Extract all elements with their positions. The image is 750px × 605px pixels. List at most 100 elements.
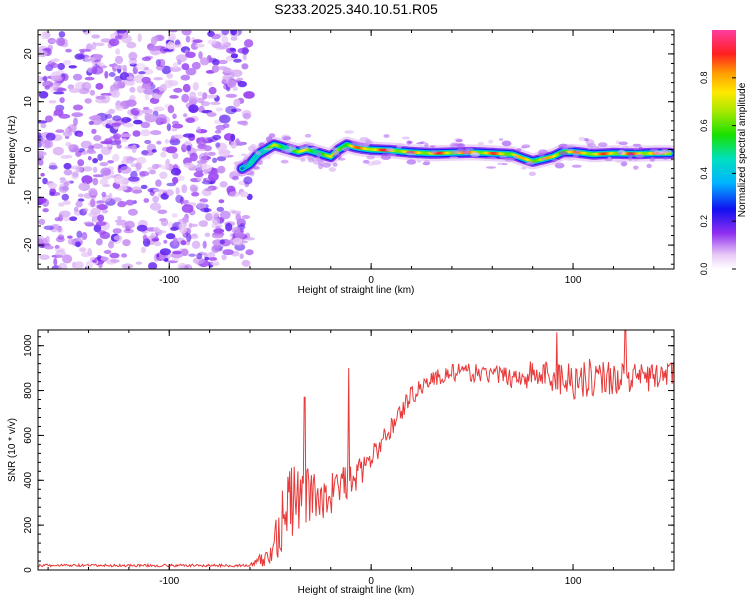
noise-blob	[207, 137, 218, 142]
ridge-halo-blob	[264, 148, 273, 150]
noise-blob	[175, 195, 183, 203]
noise-blob	[192, 233, 198, 237]
ridge-halo-blob	[281, 149, 286, 152]
noise-blob	[176, 54, 187, 62]
noise-blob	[196, 163, 202, 172]
noise-blob	[111, 123, 121, 127]
noise-blob	[110, 259, 120, 262]
noise-blob	[186, 68, 197, 75]
noise-blob	[181, 75, 191, 81]
ridge-halo-blob	[258, 160, 263, 165]
noise-blob	[109, 72, 116, 77]
ridge-halo-blob	[450, 142, 460, 147]
noise-blob	[96, 238, 103, 245]
noise-blob	[242, 215, 250, 219]
ridge-halo-blob	[266, 136, 272, 142]
noise-blob	[112, 115, 121, 121]
noise-blob	[59, 177, 65, 181]
noise-blob	[121, 138, 128, 142]
ridge-halo-blob	[646, 164, 651, 168]
ridge-halo-blob	[385, 148, 393, 152]
ridge-halo-blob	[579, 137, 585, 142]
noise-blob	[111, 90, 120, 98]
noise-blob	[55, 250, 66, 258]
noise-blob	[117, 216, 122, 220]
noise-blob	[172, 124, 183, 129]
noise-blob	[49, 191, 55, 196]
ridge-halo-blob	[281, 160, 289, 164]
bottom-plot-frame	[38, 330, 674, 570]
noise-blob	[35, 151, 47, 156]
ridge-halo-blob	[516, 148, 521, 151]
noise-blob	[198, 51, 203, 59]
ridge-halo-blob	[342, 147, 350, 151]
noise-blob	[207, 112, 217, 117]
ridge-halo-blob	[566, 145, 575, 148]
ridge-halo-blob	[430, 150, 437, 154]
noise-blob	[172, 251, 181, 255]
bottom-xtick-label: -100	[159, 576, 179, 587]
noise-blob	[88, 156, 92, 160]
ridge-halo-blob	[299, 145, 309, 149]
noise-blob	[59, 211, 71, 218]
noise-blob	[245, 249, 253, 255]
top-xlabel: Height of straight line (km)	[298, 285, 415, 296]
noise-blob	[221, 28, 229, 35]
ridge-halo-blob	[344, 130, 354, 133]
noise-blob	[128, 209, 138, 216]
ridge-halo-blob	[466, 148, 474, 151]
noise-blob	[173, 88, 182, 93]
noise-blob	[204, 145, 212, 151]
noise-blob	[88, 252, 93, 257]
noise-blob	[149, 46, 161, 51]
noise-blob	[43, 76, 47, 82]
noise-blob	[90, 90, 95, 96]
ridge-halo-blob	[396, 146, 401, 148]
noise-blob	[243, 176, 252, 184]
noise-blob	[68, 239, 74, 245]
noise-blob	[241, 63, 248, 69]
noise-blob	[46, 133, 56, 141]
noise-blob	[113, 133, 121, 139]
noise-blob	[125, 200, 134, 206]
noise-blob	[73, 74, 82, 81]
ridge-halo-blob	[253, 166, 260, 169]
noise-blob	[85, 98, 92, 104]
noise-blob	[87, 148, 95, 153]
ridge-halo-blob	[618, 152, 622, 155]
noise-blob	[141, 185, 148, 189]
noise-blob	[142, 108, 153, 114]
noise-blob	[236, 78, 243, 81]
noise-blob	[153, 227, 160, 233]
noise-blob	[178, 175, 185, 181]
noise-blob	[96, 96, 106, 100]
noise-blob	[172, 258, 180, 262]
ridge-halo-blob	[598, 142, 608, 147]
noise-blob	[171, 128, 177, 131]
noise-blob	[155, 179, 162, 186]
ridge-halo-blob	[388, 153, 397, 156]
noise-blob	[49, 165, 58, 170]
noise-blob	[231, 53, 238, 58]
noise-blob	[245, 237, 255, 240]
ridge-halo-blob	[242, 160, 248, 166]
noise-blob	[77, 133, 83, 138]
ridge-halo-blob	[329, 167, 336, 172]
noise-blob	[95, 83, 103, 90]
snr-series-line	[38, 330, 674, 567]
noise-blob	[136, 157, 146, 164]
ridge-halo-blob	[486, 166, 496, 168]
noise-blob	[221, 36, 228, 44]
noise-blob	[139, 171, 149, 176]
noise-blob	[211, 34, 221, 39]
noise-blob	[50, 63, 58, 68]
noise-blob	[74, 207, 79, 212]
noise-blob	[188, 104, 198, 113]
ridge-halo-blob	[406, 159, 416, 164]
ridge-halo-blob	[416, 142, 424, 144]
noise-blob	[237, 121, 247, 125]
noise-blob	[115, 105, 124, 111]
noise-blob	[90, 208, 101, 215]
ridge-halo-blob	[282, 136, 291, 140]
